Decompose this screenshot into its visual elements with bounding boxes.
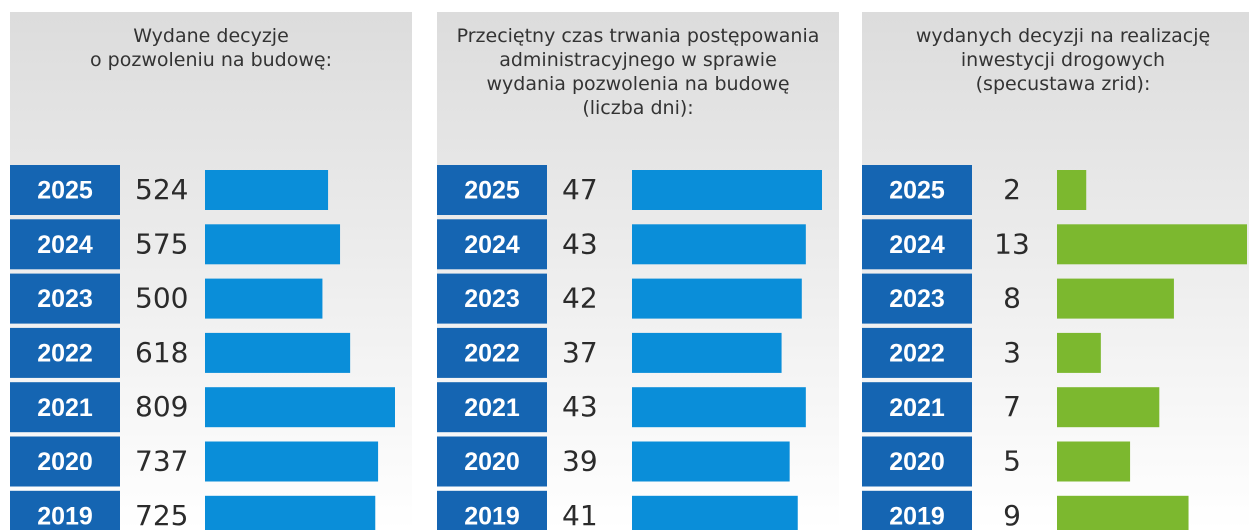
value-label: 39: [562, 445, 598, 478]
value-label: 737: [135, 445, 188, 478]
bar: [1057, 170, 1087, 210]
year-box: [10, 382, 120, 433]
bar: [205, 387, 395, 428]
panel-title: (specustawa zrid):: [976, 73, 1151, 95]
year-label: 2020: [37, 448, 93, 476]
bar: [205, 278, 323, 319]
year-label: 2019: [37, 502, 93, 530]
value-label: 524: [135, 173, 188, 206]
year-label: 2022: [889, 340, 945, 368]
bar: [1057, 441, 1131, 482]
bar: [1057, 495, 1189, 530]
year-box: [437, 219, 547, 270]
year-box: [862, 219, 972, 270]
value-label: 42: [562, 282, 598, 315]
value-label: 43: [562, 390, 598, 423]
value-label: 575: [135, 227, 188, 260]
panel-title: (liczba dni):: [582, 97, 693, 119]
year-label: 2021: [464, 394, 520, 422]
value-label: 618: [135, 336, 188, 369]
year-box: [10, 273, 120, 324]
bar: [205, 170, 329, 210]
year-label: 2023: [889, 285, 945, 313]
value-label: 2: [1003, 173, 1021, 206]
bar: [1057, 387, 1160, 428]
bar: [632, 278, 802, 319]
panel-title: inwestycji drogowych: [961, 49, 1165, 71]
value-label: 41: [562, 499, 598, 530]
value-label: 37: [562, 336, 598, 369]
value-label: 809: [135, 390, 188, 423]
panel-title: wydania pozwolenia na budowę: [486, 73, 789, 95]
value-label: 5: [1003, 445, 1021, 478]
bar: [205, 224, 341, 265]
year-box: [437, 436, 547, 487]
year-box: [862, 327, 972, 378]
year-label: 2019: [889, 502, 945, 530]
bar: [632, 495, 798, 530]
year-label: 2020: [464, 448, 520, 476]
bar: [1057, 224, 1247, 265]
year-box: [862, 436, 972, 487]
bar: [632, 170, 822, 210]
year-label: 2022: [37, 340, 93, 368]
value-label: 7: [1003, 390, 1021, 423]
year-label: 2024: [889, 231, 945, 259]
panel-title: administracyjnego w sprawie: [499, 49, 777, 71]
bar: [632, 332, 782, 373]
panel-title: o pozwoleniu na budowę:: [90, 49, 332, 71]
year-label: 2019: [464, 502, 520, 530]
year-box: [10, 436, 120, 487]
bar: [205, 332, 351, 373]
year-box: [437, 327, 547, 378]
value-label: 43: [562, 227, 598, 260]
year-box: [437, 490, 547, 530]
value-label: 9: [1003, 499, 1021, 530]
value-label: 13: [994, 227, 1030, 260]
panel-title: Wydane decyzje: [133, 25, 289, 47]
year-label: 2021: [37, 394, 93, 422]
year-label: 2022: [464, 340, 520, 368]
year-label: 2025: [464, 177, 520, 205]
year-box: [862, 490, 972, 530]
value-label: 725: [135, 499, 188, 530]
value-label: 47: [562, 173, 598, 206]
year-label: 2020: [889, 448, 945, 476]
year-label: 2023: [37, 285, 93, 313]
year-label: 2021: [889, 394, 945, 422]
panel-title: Przeciętny czas trwania postępowania: [457, 25, 820, 47]
year-box: [10, 327, 120, 378]
value-label: 3: [1003, 336, 1021, 369]
year-box: [862, 165, 972, 215]
bar: [205, 441, 379, 482]
bar: [632, 387, 806, 428]
year-label: 2024: [464, 231, 520, 259]
year-box: [862, 382, 972, 433]
year-label: 2023: [464, 285, 520, 313]
year-label: 2024: [37, 231, 93, 259]
bar: [632, 441, 790, 482]
bar: [1057, 278, 1174, 319]
year-box: [437, 273, 547, 324]
year-box: [10, 219, 120, 270]
bar: [632, 224, 806, 265]
year-box: [10, 490, 120, 530]
year-box: [10, 165, 120, 215]
value-label: 8: [1003, 282, 1021, 315]
year-box: [862, 273, 972, 324]
value-label: 500: [135, 282, 188, 315]
year-box: [437, 382, 547, 433]
year-label: 2025: [889, 177, 945, 205]
panel-title: wydanych decyzji na realizację: [916, 25, 1210, 47]
bar: [1057, 332, 1101, 373]
year-box: [437, 165, 547, 215]
year-label: 2025: [37, 177, 93, 205]
bar: [205, 495, 376, 530]
